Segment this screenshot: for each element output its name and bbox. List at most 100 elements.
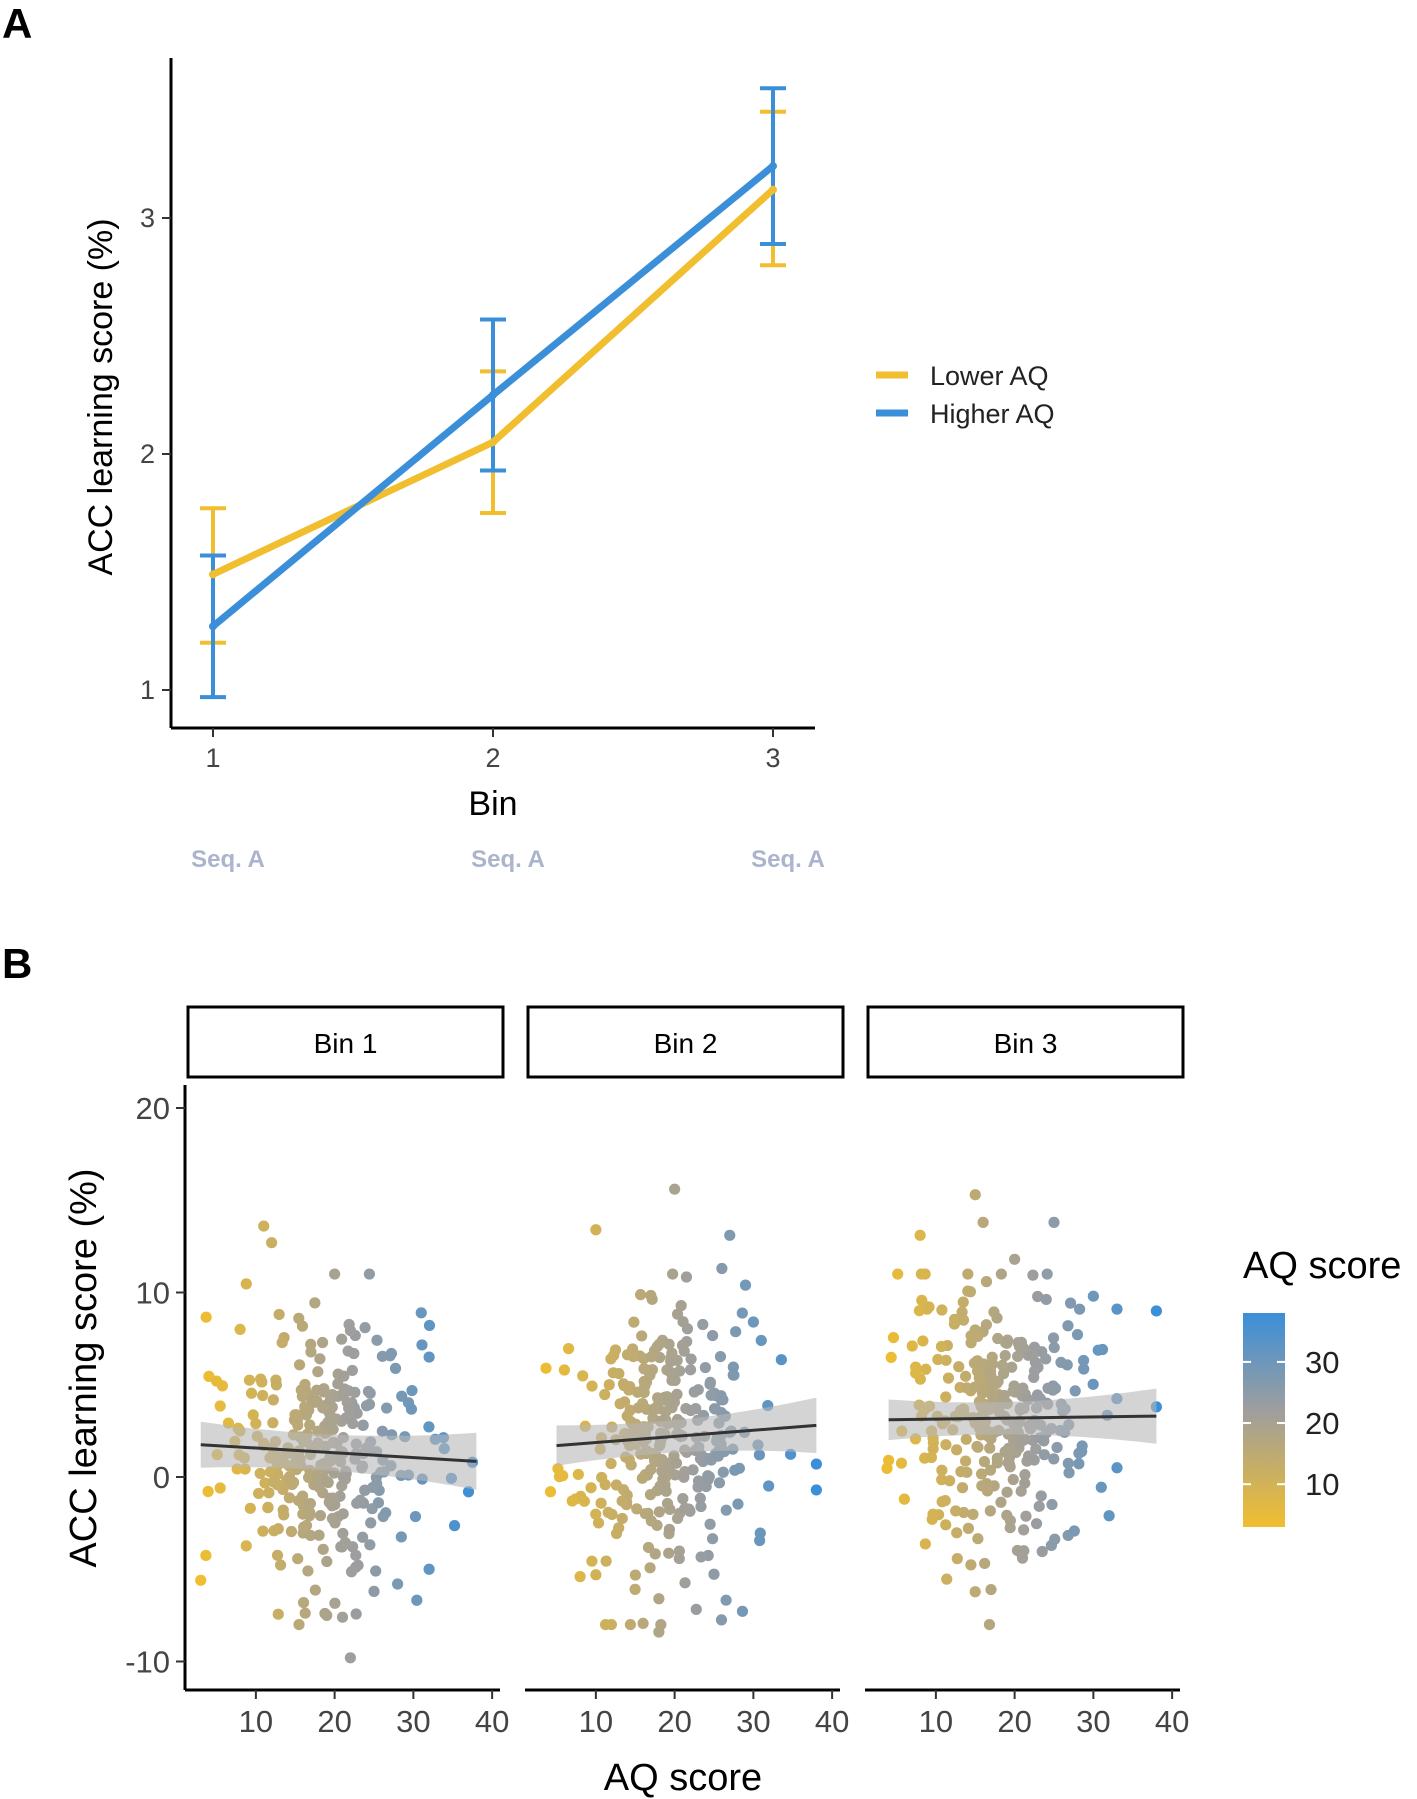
scatter-point (1103, 1510, 1115, 1522)
colorbar-tick-label: 10 (1305, 1467, 1339, 1502)
scatter-point (309, 1297, 321, 1309)
scatter-point (605, 1353, 617, 1365)
scatter-point (1073, 1458, 1085, 1470)
scatter-point (916, 1294, 928, 1307)
scatter-point (628, 1316, 640, 1328)
scatter-point (653, 1626, 665, 1638)
panel-b-x-tick-label: 10 (579, 1704, 613, 1739)
scatter-point (980, 1276, 993, 1288)
scatter-point (243, 1374, 256, 1386)
scatter-point (553, 1471, 566, 1483)
scatter-point (697, 1318, 709, 1331)
scatter-point (679, 1466, 691, 1478)
scatter-point (965, 1337, 977, 1349)
scatter-point (661, 1497, 674, 1510)
scatter-point (1069, 1385, 1081, 1397)
scatter-point (720, 1504, 732, 1516)
scatter-point (754, 1527, 766, 1539)
scatter-point (695, 1500, 707, 1513)
scatter-point (670, 1457, 683, 1469)
scatter-point (200, 1549, 212, 1562)
scatter-point (258, 1220, 270, 1232)
colorbar-title: AQ score (1243, 1245, 1401, 1287)
scatter-point (364, 1539, 376, 1551)
scatter-point (728, 1369, 740, 1381)
scatter-point (267, 1417, 279, 1429)
scatter-point (663, 1338, 675, 1350)
scatter-point (923, 1301, 935, 1313)
point-lower-aq (209, 570, 217, 579)
scatter-point (936, 1464, 948, 1476)
scatter-point (669, 1183, 681, 1195)
scatter-point (1064, 1297, 1077, 1309)
scatter-point (363, 1268, 376, 1280)
panel-b-x-tick-label: 20 (997, 1704, 1031, 1739)
scatter-point (810, 1484, 822, 1496)
scatter-point (1036, 1545, 1048, 1558)
scatter-point (674, 1365, 686, 1377)
scatter-point (262, 1502, 274, 1514)
scatter-point (299, 1378, 311, 1391)
scatter-point (709, 1403, 722, 1415)
panel-b-x-tick-label: 20 (317, 1704, 351, 1739)
scatter-point (775, 1354, 787, 1366)
scatter-point (663, 1523, 676, 1535)
scatter-point (1001, 1509, 1013, 1521)
scatter-point (645, 1464, 657, 1476)
scatter-point (636, 1472, 648, 1484)
scatter-point (621, 1349, 634, 1361)
scatter-point (322, 1476, 334, 1489)
scatter-point (278, 1509, 290, 1521)
scatter-point (951, 1527, 963, 1539)
scatter-point (616, 1512, 628, 1525)
scatter-point (423, 1563, 435, 1575)
scatter-point (303, 1510, 316, 1522)
scatter-point (810, 1458, 822, 1470)
scatter-point (971, 1440, 983, 1453)
colorbar-tick-label: 30 (1305, 1345, 1339, 1380)
scatter-point (1009, 1253, 1021, 1265)
scatter-point (344, 1652, 356, 1664)
scatter-point (671, 1388, 683, 1400)
scatter-point (1087, 1290, 1099, 1302)
scatter-point (712, 1450, 724, 1462)
scatter-point (1007, 1473, 1019, 1486)
scatter-point (245, 1387, 258, 1399)
scatter-point (348, 1347, 360, 1360)
scatter-point (927, 1508, 939, 1520)
scatter-point (595, 1497, 607, 1509)
scatter-point (991, 1377, 1003, 1390)
scatter-point (270, 1379, 283, 1391)
scatter-point (1048, 1453, 1060, 1465)
scatter-point (707, 1329, 719, 1342)
scatter-point (259, 1477, 271, 1489)
scatter-point (344, 1324, 357, 1337)
scatter-point (692, 1475, 705, 1487)
scatter-point (944, 1475, 956, 1487)
scatter-point (935, 1340, 948, 1353)
scatter-point (705, 1389, 717, 1401)
scatter-point (914, 1373, 926, 1385)
scatter-point (396, 1390, 408, 1402)
scatter-point (586, 1380, 598, 1392)
scatter-point (416, 1339, 428, 1351)
scatter-point (372, 1497, 385, 1509)
scatter-point (1008, 1380, 1020, 1392)
panel-b-y-tick-label: 0 (153, 1460, 170, 1495)
scatter-point (713, 1477, 726, 1489)
scatter-point (283, 1492, 295, 1504)
scatter-point (322, 1416, 334, 1429)
scatter-point (1028, 1365, 1041, 1377)
scatter-point (293, 1619, 305, 1631)
legend-lower-aq-label: Lower AQ (930, 361, 1049, 391)
scatter-point (991, 1312, 1003, 1324)
scatter-point (599, 1619, 612, 1631)
scatter-point (304, 1529, 317, 1542)
scatter-point (981, 1482, 993, 1494)
scatter-point (978, 1380, 990, 1393)
scatter-point (365, 1517, 377, 1529)
scatter-point (979, 1557, 991, 1570)
colorbar-ramp (1243, 1313, 1285, 1527)
scatter-point (1063, 1467, 1075, 1479)
scatter-point (1030, 1518, 1043, 1530)
